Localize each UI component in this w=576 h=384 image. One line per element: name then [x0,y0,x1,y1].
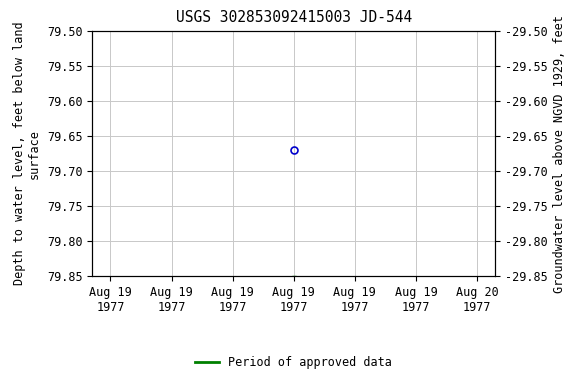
Title: USGS 302853092415003 JD-544: USGS 302853092415003 JD-544 [176,10,412,25]
Y-axis label: Depth to water level, feet below land
surface: Depth to water level, feet below land su… [13,22,41,285]
Y-axis label: Groundwater level above NGVD 1929, feet: Groundwater level above NGVD 1929, feet [554,15,566,293]
Legend: Period of approved data: Period of approved data [191,351,397,374]
